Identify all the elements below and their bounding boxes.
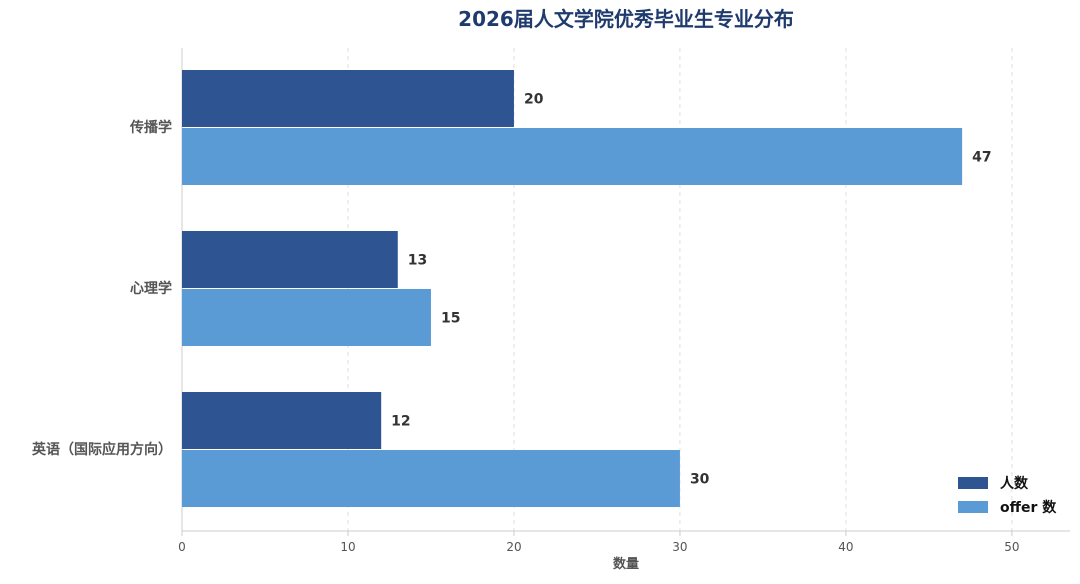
chart-title: 2026届人文学院优秀毕业生专业分布 <box>458 7 794 31</box>
legend-label: 人数 <box>1000 475 1029 492</box>
data-label: 13 <box>408 253 427 269</box>
data-label: 47 <box>972 150 991 166</box>
bar <box>182 392 382 449</box>
x-tick-label: 50 <box>1004 540 1019 554</box>
bars <box>182 70 963 507</box>
data-label: 12 <box>391 414 410 430</box>
bar <box>182 128 963 185</box>
value-labels: 20 47 13 15 12 30 <box>391 92 991 488</box>
data-label: 20 <box>524 92 544 108</box>
bar <box>182 450 680 507</box>
legend-swatch <box>958 477 988 489</box>
legend-item[interactable]: offer 数 <box>958 499 1057 516</box>
legend[interactable]: 人数 offer 数 <box>958 475 1057 516</box>
x-axis-title: 数量 <box>613 556 639 572</box>
data-label: 30 <box>690 472 710 488</box>
category-label: 心理学 <box>130 280 172 297</box>
bar <box>182 70 514 127</box>
legend-item[interactable]: 人数 <box>958 475 1029 492</box>
legend-label: offer 数 <box>1000 499 1057 516</box>
bar <box>182 289 431 346</box>
x-tick-labels: 0 10 20 30 40 50 <box>178 531 1020 554</box>
x-tick-label: 20 <box>506 540 521 554</box>
category-label: 英语（国际应用方向） <box>31 441 172 458</box>
legend-swatch <box>958 501 988 513</box>
data-label: 15 <box>441 311 460 327</box>
x-tick-label: 30 <box>672 540 687 554</box>
x-tick-label: 40 <box>838 540 853 554</box>
x-tick-label: 10 <box>340 540 355 554</box>
x-tick-label: 0 <box>178 540 186 554</box>
category-label: 传播学 <box>129 119 172 136</box>
bar <box>182 231 398 288</box>
